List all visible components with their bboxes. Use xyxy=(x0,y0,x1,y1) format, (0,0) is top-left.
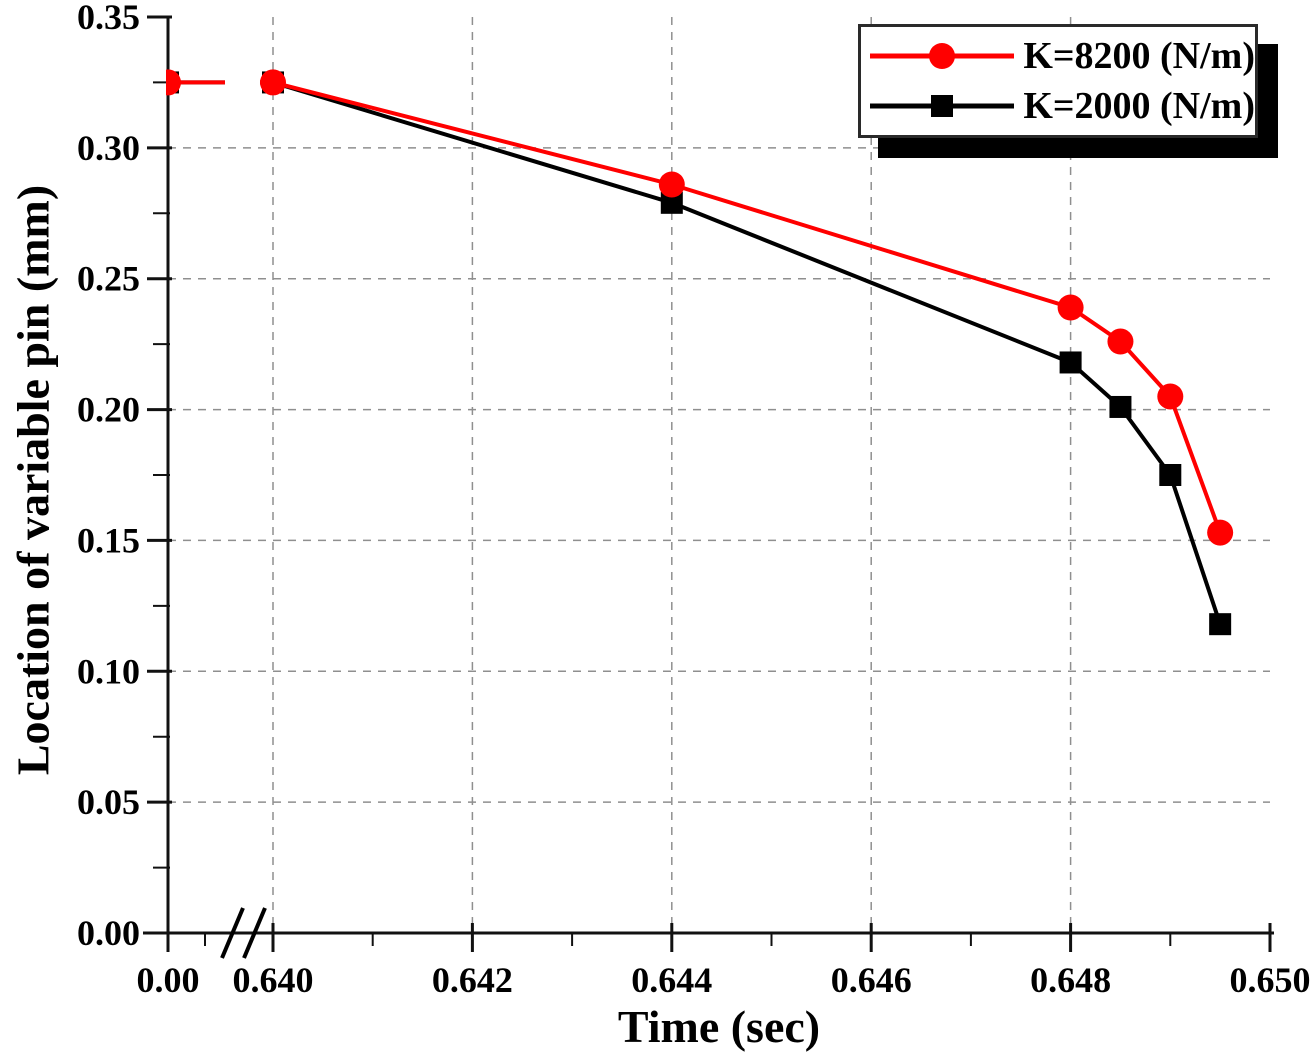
y-tick-label: 0.35 xyxy=(77,0,140,37)
legend-item-k2000: K=2000 (N/m) xyxy=(867,83,1255,129)
data-point-circle xyxy=(166,69,181,96)
x-tick-label: 0.642 xyxy=(432,960,513,1000)
data-point-circle xyxy=(1157,383,1184,410)
x-tick-label: 0.648 xyxy=(1030,960,1111,1000)
y-tick-label: 0.05 xyxy=(77,782,140,822)
gridlines xyxy=(168,17,1270,933)
data-point-square xyxy=(1159,464,1182,486)
series-markers-k8200 xyxy=(166,69,1234,546)
axis-spines xyxy=(143,17,1274,935)
x-tick-label: 0.646 xyxy=(831,960,912,1000)
y-tick-label: 0.20 xyxy=(77,390,140,430)
axis-ticks xyxy=(147,15,1272,952)
x-axis-break-icon xyxy=(220,907,267,959)
x-tick-label: 0.00 xyxy=(137,960,200,1000)
x-tick-label: 0.644 xyxy=(631,960,712,1000)
data-point-circle xyxy=(1057,294,1084,321)
x-tick-labels: 0.00 0.640 0.642 0.644 0.646 0.648 0.650 xyxy=(137,960,1311,1000)
y-tick-label: 0.25 xyxy=(77,259,140,299)
legend-label-k8200: K=8200 (N/m) xyxy=(1023,35,1255,78)
x-axis-title: Time (sec) xyxy=(617,1001,821,1052)
data-point-circle xyxy=(658,171,685,198)
x-tick-label: 0.640 xyxy=(233,960,314,1000)
data-point-circle xyxy=(1207,519,1234,546)
data-point-square xyxy=(1209,613,1232,636)
data-point-square xyxy=(660,191,683,214)
y-tick-label: 0.15 xyxy=(77,520,140,560)
data-point-square xyxy=(1059,351,1082,374)
data-point-circle xyxy=(260,69,286,96)
data-point-circle xyxy=(1107,328,1134,355)
x-tick-label: 0.650 xyxy=(1230,960,1311,1000)
data-point-square xyxy=(1109,395,1132,418)
y-tick-label: 0.00 xyxy=(77,913,140,953)
y-tick-labels: 0.00 0.05 0.10 0.15 0.20 0.25 0.30 0.35 xyxy=(77,0,140,953)
y-axis-title: Location of variable pin (mm) xyxy=(7,184,59,776)
y-tick-label: 0.30 xyxy=(77,128,140,168)
legend-label-k2000: K=2000 (N/m) xyxy=(1023,84,1255,127)
legend-line-square-icon xyxy=(870,94,1014,117)
legend-line-circle-icon xyxy=(870,43,1014,70)
legend-item-k8200: K=8200 (N/m) xyxy=(867,33,1255,79)
y-tick-label: 0.10 xyxy=(77,651,140,691)
legend: K=8200 (N/m) K=2000 (N/m) xyxy=(858,24,1258,138)
